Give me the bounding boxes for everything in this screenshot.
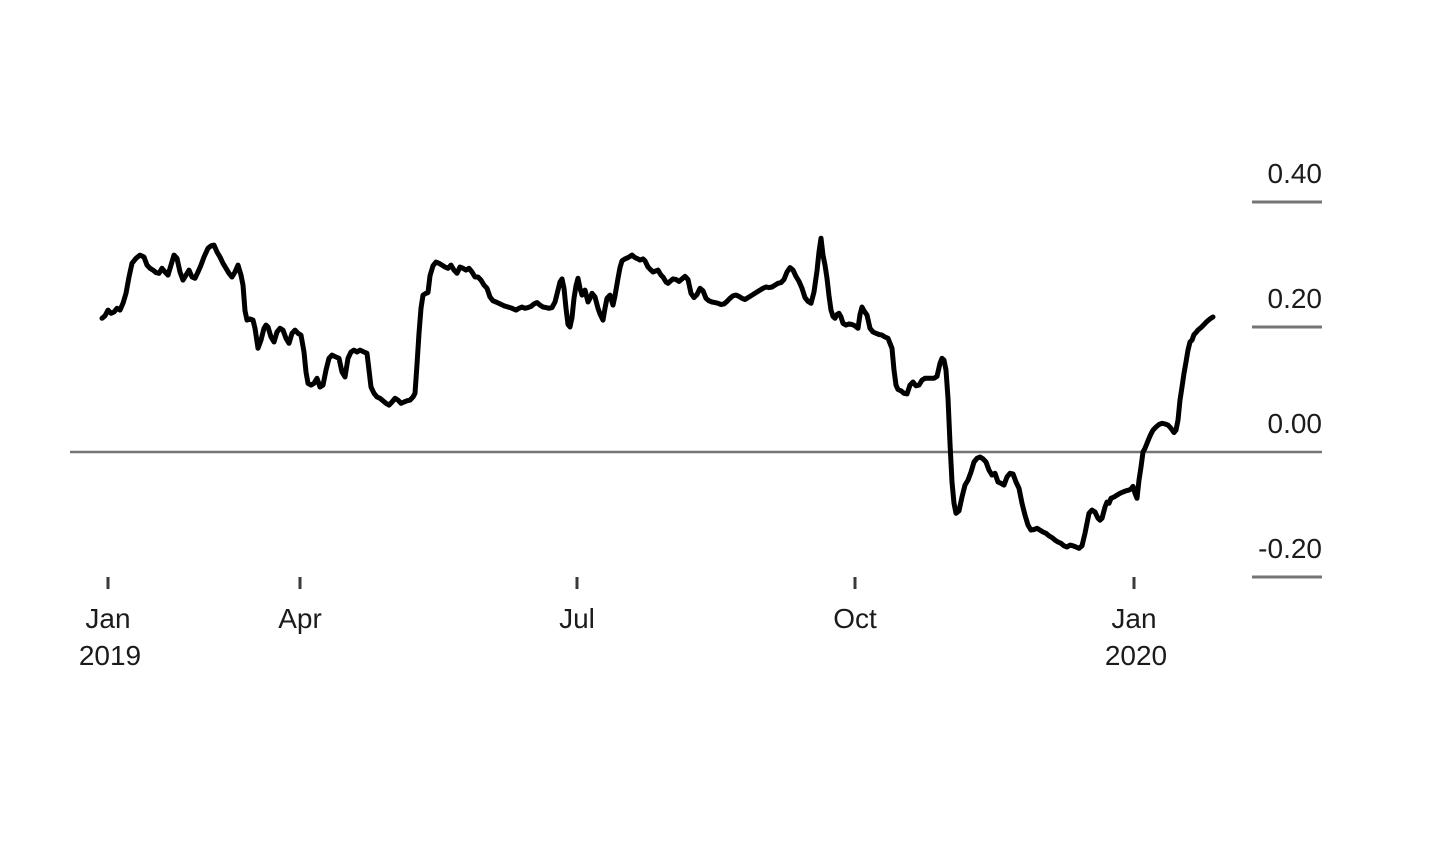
y-axis-tick-label: 0.20 [1268,283,1323,314]
x-axis-tick-label: Oct [833,603,877,634]
y-axis-tick-label: 0.40 [1268,158,1323,189]
x-axis-tick-label: Jan [85,603,130,634]
x-axis-year-label: 2020 [1105,640,1167,671]
y-axis-tick-label: 0.00 [1268,408,1323,439]
y-axis-tick-label: -0.20 [1258,533,1322,564]
x-axis-tick-label: Jul [559,603,595,634]
series-line [99,235,1216,551]
x-axis-year-label: 2019 [79,640,141,671]
x-axis-tick-label: Apr [278,603,322,634]
x-axis-tick-label: Jan [1111,603,1156,634]
